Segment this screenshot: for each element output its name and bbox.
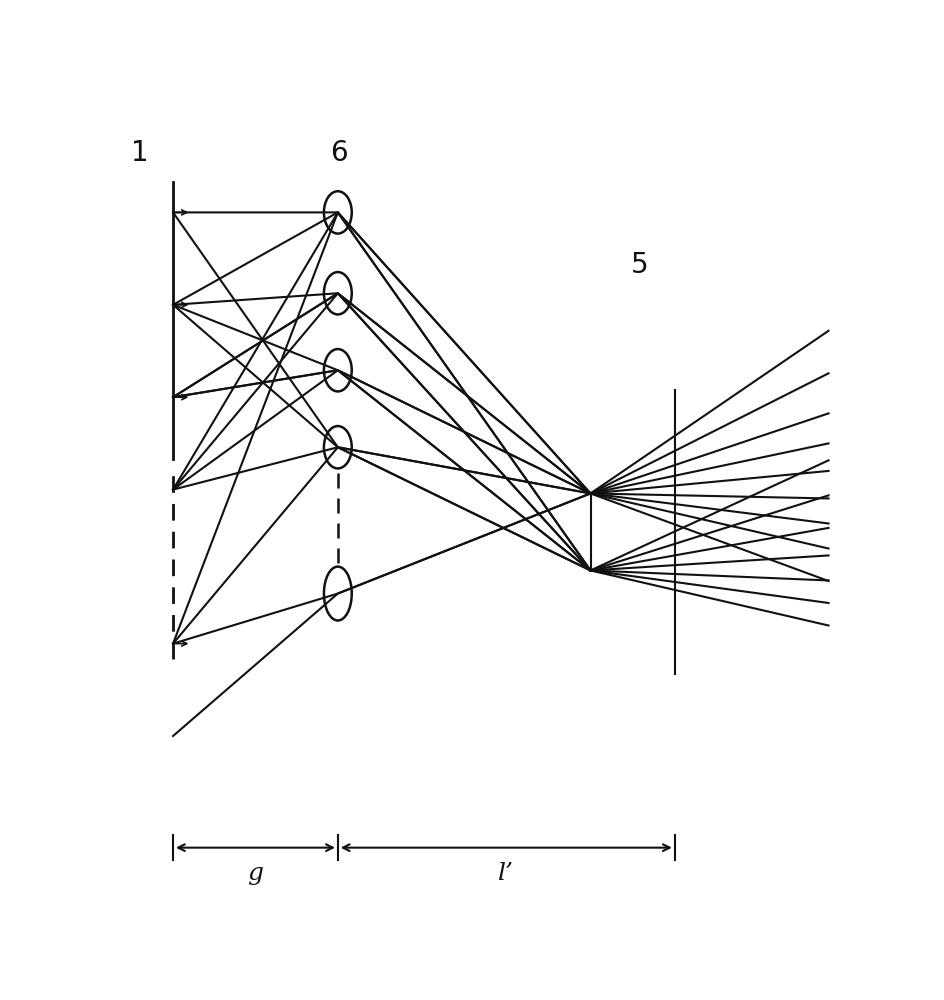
Text: l’: l’: [497, 862, 514, 885]
Text: 6: 6: [330, 139, 347, 167]
Text: g: g: [247, 862, 263, 885]
Text: 5: 5: [631, 251, 648, 279]
Text: 1: 1: [131, 139, 149, 167]
